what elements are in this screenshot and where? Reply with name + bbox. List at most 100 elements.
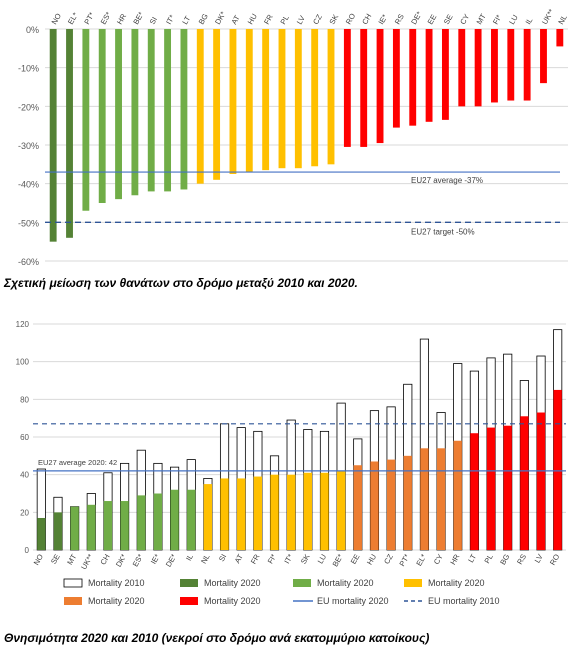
bar-2020-FR (253, 476, 263, 550)
x-tick-label: NL (199, 553, 212, 566)
x-tick-label: BG (197, 12, 210, 26)
x-tick-label: CY (432, 553, 445, 567)
bar-SK (327, 29, 335, 165)
x-tick-label: DK* (114, 552, 129, 568)
bar-2020-HR (453, 440, 462, 550)
bar-2020-PL (486, 427, 496, 550)
x-tick-label: SK (327, 13, 340, 26)
bar-2020-RO (553, 389, 562, 550)
eu27-average-2020-label: EU27 average 2020: 42 (38, 458, 117, 467)
x-tick-label: FR (249, 552, 262, 566)
x-tick-label: ES* (99, 10, 113, 26)
bar-DE (409, 29, 417, 126)
legend-swatch (63, 578, 83, 588)
legend-label: EU mortality 2010 (428, 596, 500, 606)
eu27-target-label: EU27 target -50% (411, 227, 475, 236)
x-tick-label: IT* (164, 13, 177, 26)
x-tick-label: CY (458, 12, 471, 26)
x-tick-label: HU (365, 553, 378, 567)
x-tick-label: MT (475, 12, 488, 26)
eu27-average-label: EU27 average -37% (411, 176, 483, 185)
bar-2020-ES (137, 495, 146, 550)
legend-label: EU mortality 2020 (317, 596, 389, 606)
bar-2020-SI (220, 478, 229, 550)
x-tick-label: SK (299, 553, 312, 566)
bar-2020-LU (320, 472, 329, 550)
y-tick-label: 80 (20, 395, 29, 404)
bar-2020-NL (203, 484, 213, 550)
x-tick-label: RO (548, 552, 562, 566)
bar-LV (294, 29, 302, 169)
bar-2020-UK (87, 504, 96, 550)
bar-2020-LV (536, 412, 546, 550)
x-tick-label: IL (524, 16, 535, 26)
x-tick-label: BE* (331, 552, 345, 568)
x-tick-label: PL (278, 14, 290, 26)
x-tick-label: ES* (131, 552, 145, 568)
x-tick-label: IL (184, 553, 195, 563)
bar-2020-SK (303, 472, 312, 550)
bar-UK (540, 29, 547, 84)
x-tick-label: NO (32, 552, 46, 566)
chart2-caption: Θνησιμότητα 2020 και 2010 (νεκροί στο δρ… (4, 631, 430, 645)
bar-DK (213, 29, 221, 180)
x-tick-label: FI* (491, 13, 504, 26)
bar-IE (376, 29, 384, 144)
bar-2020-MT (70, 506, 79, 550)
x-tick-label: FI* (266, 552, 279, 565)
y-tick-label: -10% (18, 64, 39, 74)
x-tick-label: FR (262, 12, 275, 26)
legend-swatch (64, 597, 82, 605)
bar-SE (441, 29, 449, 120)
bar-2020-HU (370, 461, 379, 550)
y-tick-label: -50% (18, 218, 39, 228)
legend-swatch (404, 579, 422, 587)
y-tick-label: 100 (16, 358, 30, 367)
bar-EL (66, 29, 73, 238)
bar-2020-PT (403, 455, 412, 550)
bar-2020-IT (287, 474, 296, 550)
bar-2020-LT (470, 433, 479, 550)
bar-ES (98, 29, 106, 203)
x-tick-label: AT (229, 13, 242, 26)
y-tick-label: 40 (20, 471, 29, 480)
x-tick-label: CH (360, 12, 373, 26)
x-tick-label: NL (556, 13, 569, 26)
y-tick-label: 0 (25, 546, 30, 555)
legend-swatch (293, 579, 311, 587)
bar-HU (245, 29, 253, 173)
x-tick-label: HR (448, 552, 462, 566)
bar-2020-DK (120, 501, 129, 550)
x-tick-label: IT* (282, 552, 295, 565)
bar-CZ (311, 29, 319, 167)
bar-NL (556, 29, 564, 47)
bar-2020-SE (53, 512, 63, 550)
x-tick-label: PL (482, 553, 494, 565)
bar-PT (82, 29, 90, 211)
bar-PL (278, 29, 286, 169)
x-tick-label: IE* (376, 13, 389, 26)
bar-LT (180, 29, 188, 190)
bar-MT (474, 29, 482, 107)
x-tick-label: EE (349, 553, 362, 566)
x-tick-label: LU (316, 553, 329, 566)
bar-CH (360, 29, 368, 147)
bar-2020-DE (170, 489, 179, 550)
x-tick-label: LT (180, 14, 192, 26)
x-tick-label: LU (507, 13, 520, 26)
legend-label: Mortality 2020 (204, 596, 261, 606)
legend-label: Mortality 2020 (88, 596, 145, 606)
bar-IL (523, 29, 531, 101)
bar-2020-CZ (386, 459, 396, 550)
bar-RS (392, 29, 400, 128)
x-tick-label: NO (50, 12, 64, 26)
y-tick-label: -60% (18, 257, 39, 267)
x-tick-label: SI (217, 553, 228, 564)
legend-swatch (180, 597, 198, 605)
bar-2020-BE (336, 470, 346, 550)
legend-label: Mortality 2020 (428, 578, 485, 588)
y-tick-label: 20 (20, 508, 29, 517)
chart1-caption: Σχετική μείωση των θανάτων στο δρόμο μετ… (4, 276, 358, 290)
bar-AT (229, 29, 237, 174)
y-tick-label: 120 (16, 320, 30, 329)
